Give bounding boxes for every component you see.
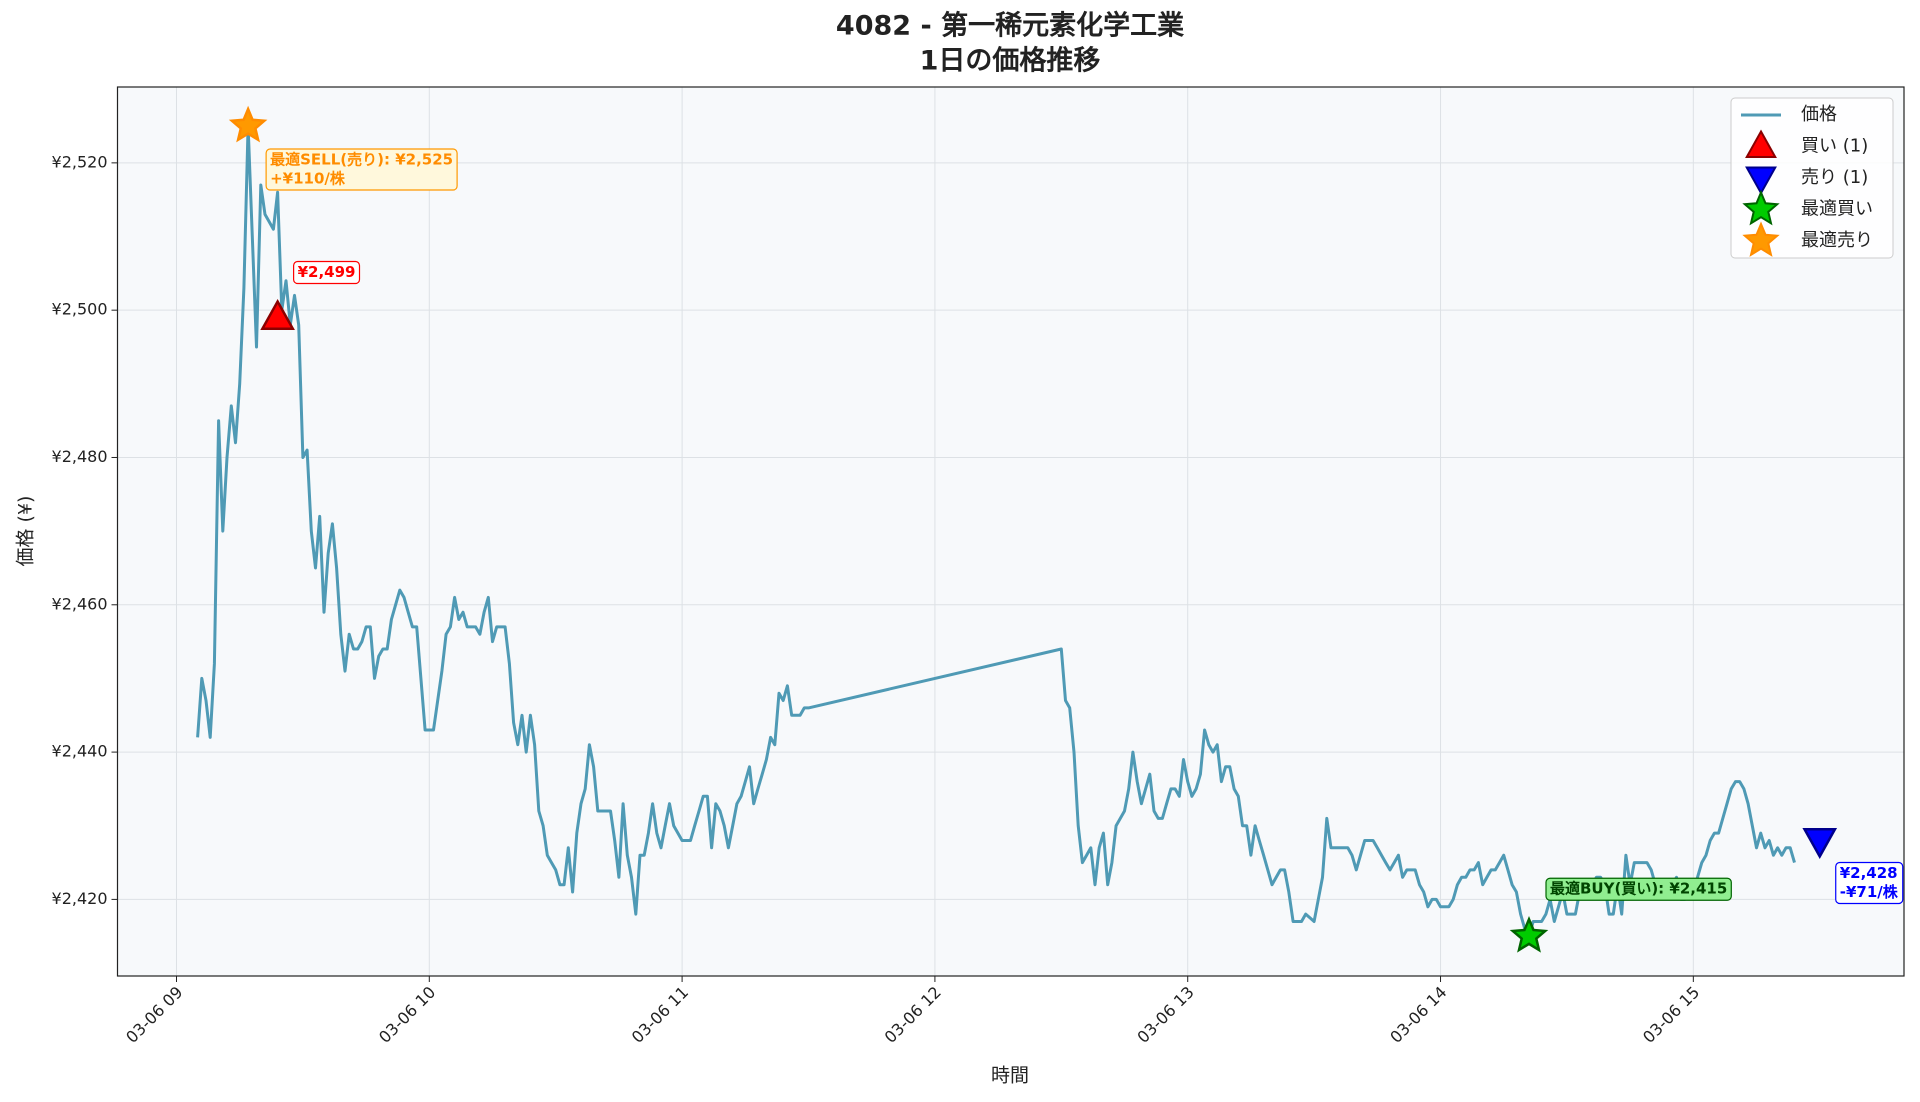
- annotation-text: 最適SELL(売り): ¥2,525: [270, 151, 453, 169]
- plot-area: [117, 87, 1904, 976]
- trade-marker: [1509, 915, 1549, 953]
- legend-swatch: [1745, 129, 1777, 158]
- y-tick-label: ¥2,480: [52, 447, 108, 466]
- x-tick-label: 03-06 15: [1639, 983, 1703, 1047]
- annotation-text: 最適BUY(買い): ¥2,415: [1550, 880, 1727, 898]
- x-tick-label: 03-06 12: [881, 983, 945, 1047]
- x-axis-label: 時間: [991, 1065, 1029, 1087]
- x-tick-label: 03-06 09: [122, 983, 186, 1047]
- legend-box: [1730, 97, 1894, 259]
- legend-swatch: [1742, 221, 1780, 257]
- annotation: ¥2,428-¥71/株: [1835, 861, 1904, 905]
- y-tick-label: ¥2,420: [52, 889, 108, 908]
- y-tick-label: ¥2,500: [52, 300, 108, 319]
- legend-label: 価格: [1801, 104, 1837, 125]
- annotation-text: +¥110/株: [270, 170, 346, 188]
- legend-swatch: [1745, 166, 1777, 196]
- annotation-box: [1545, 877, 1732, 901]
- annotation-box: [293, 260, 361, 285]
- x-tick-label: 03-06 10: [375, 983, 439, 1047]
- legend-label: 買い (1): [1801, 136, 1868, 157]
- chart-title: 4082 - 第一稀元素化学工業: [836, 10, 1184, 42]
- annotation-box: [265, 148, 458, 191]
- y-tick-label: ¥2,440: [52, 742, 108, 761]
- x-tick-label: 03-06 11: [628, 983, 692, 1047]
- y-axis-label: 価格 (¥): [15, 496, 37, 567]
- price-line: [196, 124, 1796, 938]
- y-tick-label: ¥2,460: [52, 594, 108, 613]
- x-tick-label: 03-06 13: [1133, 983, 1197, 1047]
- legend-label: 売り (1): [1801, 167, 1868, 188]
- annotation-box: [1835, 861, 1904, 905]
- legend-swatch: [1742, 189, 1780, 226]
- trade-marker: [260, 298, 295, 330]
- trade-marker: [1802, 828, 1838, 860]
- annotation: 最適SELL(売り): ¥2,525+¥110/株: [265, 148, 458, 191]
- annotation: ¥2,499: [293, 260, 361, 285]
- annotation-text: ¥2,499: [298, 263, 356, 281]
- chart-title: 1日の価格推移: [920, 46, 1101, 77]
- legend-label: 最適売り: [1801, 230, 1873, 251]
- annotation-text: -¥71/株: [1840, 883, 1899, 901]
- annotation-text: ¥2,428: [1840, 864, 1898, 882]
- legend-label: 最適買い: [1801, 199, 1873, 220]
- y-tick-label: ¥2,520: [52, 152, 108, 171]
- trade-marker: [228, 105, 268, 143]
- plot-frame: [116, 86, 1905, 977]
- x-tick-label: 03-06 14: [1386, 983, 1450, 1047]
- annotation: 最適BUY(買い): ¥2,415: [1545, 877, 1732, 901]
